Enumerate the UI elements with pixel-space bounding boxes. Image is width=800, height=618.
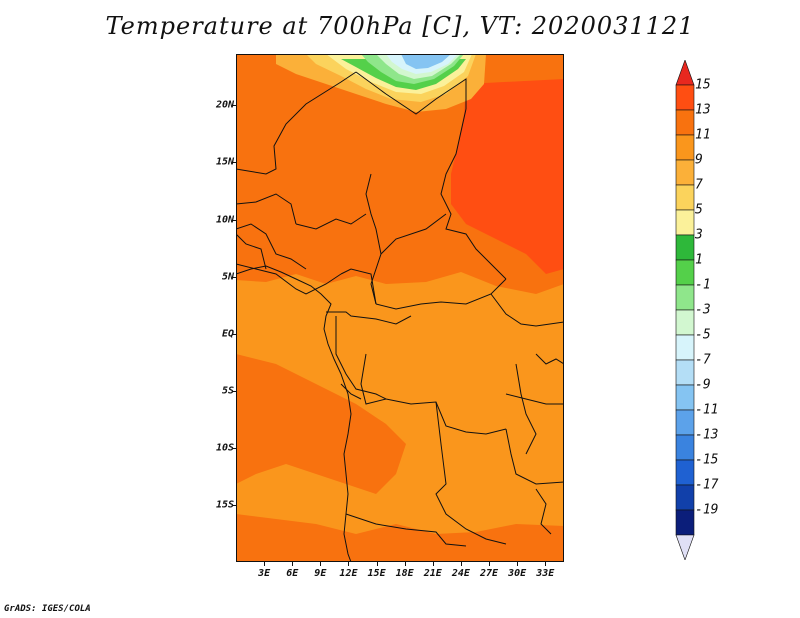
temp-zone-neg7 <box>401 54 451 69</box>
colorbar-label: -7 <box>695 352 711 368</box>
map-frame <box>236 54 564 562</box>
coastline <box>236 265 352 562</box>
colorbar-label: 13 <box>695 102 711 118</box>
lon-tick <box>320 562 322 566</box>
lon-tick <box>348 562 350 566</box>
lon-tick <box>460 562 462 566</box>
colorbar-label: -19 <box>695 502 719 518</box>
lon-label: 21E <box>423 568 442 579</box>
colorbar-swatch <box>675 84 695 111</box>
lon-label: 6E <box>286 568 299 579</box>
colorbar-label: 9 <box>695 152 703 168</box>
temp-zone-13 <box>451 79 564 274</box>
lat-tick <box>232 390 236 392</box>
lon-tick <box>376 562 378 566</box>
lat-label: EQ <box>221 328 234 340</box>
credit-label: GrADS: IGES/COLA <box>4 604 91 614</box>
lat-tick <box>232 447 236 449</box>
colorbar-label: -9 <box>695 377 711 393</box>
lat-label: 15N <box>215 156 234 168</box>
lat-tick <box>232 333 236 335</box>
temperature-map <box>236 54 564 562</box>
colorbar-label: -13 <box>695 427 719 443</box>
lat-label: 10N <box>215 214 234 226</box>
lat-tick <box>232 504 236 506</box>
colorbar-swatch <box>675 334 695 361</box>
lon-label: 15E <box>367 568 386 579</box>
lon-label: 30E <box>508 568 527 579</box>
colorbar <box>675 60 695 560</box>
colorbar-swatch <box>675 134 695 161</box>
lat-label: 5N <box>221 271 234 283</box>
lon-tick <box>517 562 519 566</box>
colorbar-label: -3 <box>695 302 711 318</box>
colorbar-swatch <box>675 309 695 336</box>
colorbar-swatch <box>675 209 695 236</box>
colorbar-swatch <box>675 234 695 261</box>
colorbar-label: -11 <box>695 402 719 418</box>
colorbar-label: -1 <box>695 277 711 293</box>
lat-tick <box>232 219 236 221</box>
colorbar-swatch <box>675 384 695 411</box>
colorbar-swatch <box>675 359 695 386</box>
lon-tick <box>432 562 434 566</box>
colorbar-label: 7 <box>695 177 703 193</box>
country-borders <box>236 71 564 547</box>
colorbar-label: 15 <box>695 77 711 93</box>
map-title: Temperature at 700hPa [C], VT: 202003112… <box>105 12 695 40</box>
lon-label: 9E <box>314 568 327 579</box>
colorbar-swatch <box>675 109 695 136</box>
colorbar-label: 11 <box>695 127 711 143</box>
colorbar-swatch <box>675 459 695 486</box>
colorbar-swatch <box>675 284 695 311</box>
lon-label: 12E <box>339 568 358 579</box>
colorbar-swatch <box>675 509 695 536</box>
temp-zone-11-southwest <box>236 514 564 562</box>
colorbar-swatch <box>675 534 695 560</box>
colorbar-label: -5 <box>695 327 711 343</box>
lon-tick <box>264 562 266 566</box>
colorbar-label: -17 <box>695 477 719 493</box>
lon-label: 18E <box>395 568 414 579</box>
lat-label: 10S <box>215 442 234 454</box>
lat-label: 20N <box>215 99 234 111</box>
lat-tick <box>232 105 236 107</box>
colorbar-swatch <box>675 60 695 86</box>
lat-tick <box>232 276 236 278</box>
colorbar-swatch <box>675 409 695 436</box>
colorbar-swatch <box>675 184 695 211</box>
colorbar-swatch <box>675 484 695 511</box>
lat-tick <box>232 162 236 164</box>
colorbar-swatch <box>675 434 695 461</box>
lon-label: 27E <box>479 568 499 579</box>
colorbar-label: 3 <box>695 227 703 243</box>
lon-tick <box>489 562 491 566</box>
temp-zone-11-south <box>236 354 406 494</box>
lon-tick <box>404 562 406 566</box>
lon-tick <box>545 562 547 566</box>
lat-label: 5S <box>221 385 234 397</box>
colorbar-swatch <box>675 159 695 186</box>
lon-label: 3E <box>258 568 271 579</box>
colorbar-label: 5 <box>695 202 703 218</box>
lon-tick <box>292 562 294 566</box>
lon-label: 24E <box>451 568 470 579</box>
colorbar-label: -15 <box>695 452 719 468</box>
lat-label: 15S <box>215 499 234 511</box>
lon-label: 33E <box>536 568 555 579</box>
colorbar-label: 1 <box>695 252 703 268</box>
colorbar-swatch <box>675 259 695 286</box>
